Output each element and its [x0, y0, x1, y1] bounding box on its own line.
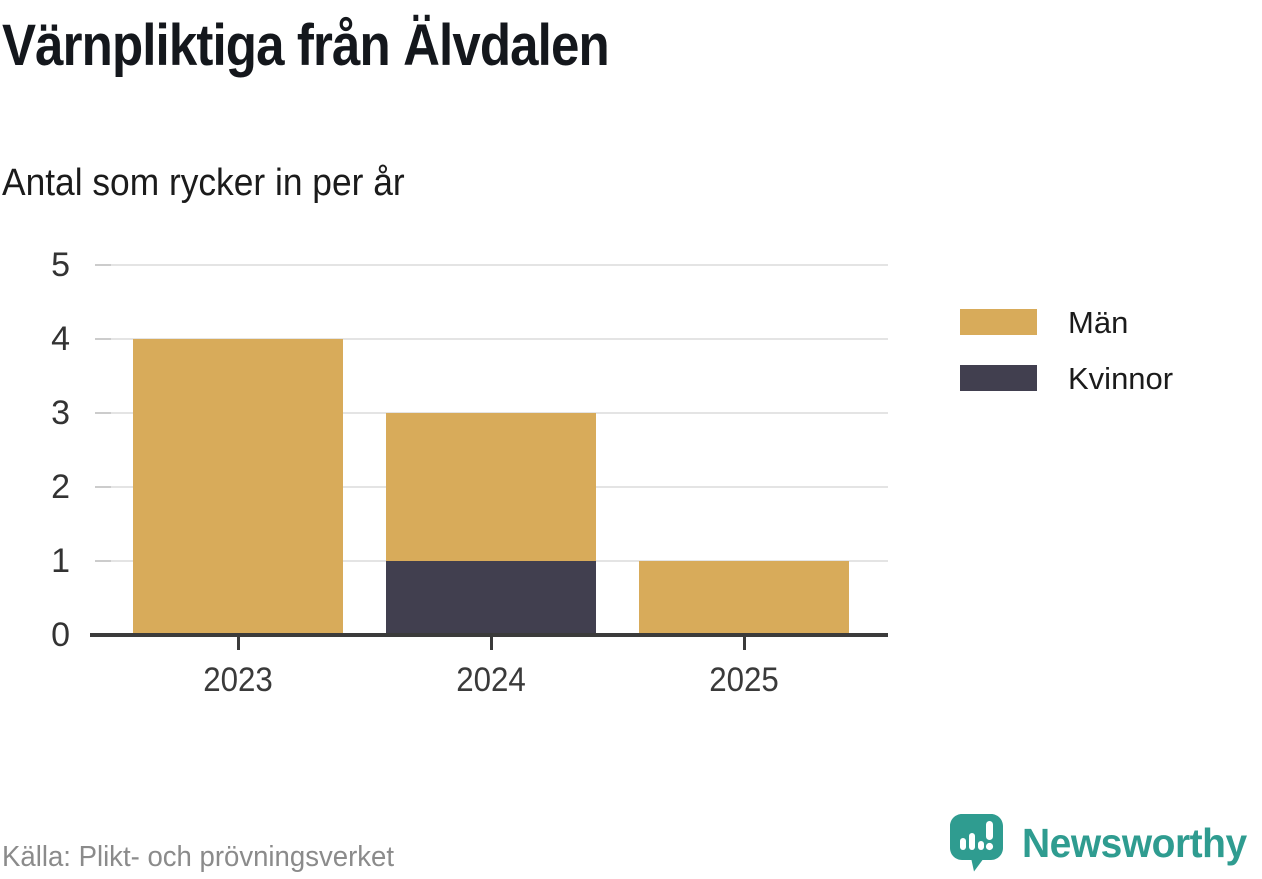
x-tick-label-2024: 2024 — [456, 661, 526, 699]
y-tick-label-3: 3 — [51, 394, 70, 432]
y-tick-y1 — [95, 560, 111, 562]
gridline-y4 — [95, 338, 888, 340]
legend-swatch-kvinnor — [960, 365, 1037, 391]
legend-label-män: Män — [1068, 304, 1129, 340]
y-tick-y2 — [95, 486, 111, 488]
legend-item-män: Män — [960, 304, 1173, 340]
legend: Män Kvinnor — [960, 304, 1174, 421]
chart-subtitle: Antal som rycker in per år — [2, 162, 405, 204]
gridline-y5 — [95, 264, 888, 266]
bar-2023-män — [133, 339, 343, 635]
y-tick-y4 — [95, 338, 111, 340]
bar-2024-män — [386, 413, 596, 561]
x-axis-line — [90, 633, 888, 637]
x-tick-label-2025: 2025 — [709, 661, 779, 699]
bar-2024-kvinnor — [386, 561, 596, 635]
y-tick-label-5: 5 — [51, 246, 70, 284]
y-tick-label-4: 4 — [51, 320, 70, 358]
x-tick-2024 — [489, 637, 493, 650]
y-tick-label-2: 2 — [51, 468, 70, 506]
legend-swatch-män — [960, 309, 1037, 335]
y-tick-label-1: 1 — [51, 542, 70, 580]
x-tick-label-2023: 2023 — [203, 661, 273, 699]
y-tick-label-0: 0 — [51, 616, 70, 654]
source-text: Källa: Plikt- och prövningsverket — [2, 841, 395, 873]
legend-label-kvinnor: Kvinnor — [1068, 360, 1174, 396]
x-tick-2023 — [236, 637, 240, 650]
newsworthy-logo-icon — [949, 813, 1004, 873]
bar-2025-män — [639, 561, 849, 635]
x-tick-2025 — [742, 637, 746, 650]
chart-title: Värnpliktiga från Älvdalen — [2, 13, 610, 78]
newsworthy-logo[interactable]: Newsworthy — [949, 813, 1259, 873]
y-tick-y3 — [95, 412, 111, 414]
legend-item-kvinnor: Kvinnor — [960, 360, 1174, 396]
newsworthy-logo-text: Newsworthy — [1021, 819, 1247, 866]
y-tick-y5 — [95, 264, 111, 266]
